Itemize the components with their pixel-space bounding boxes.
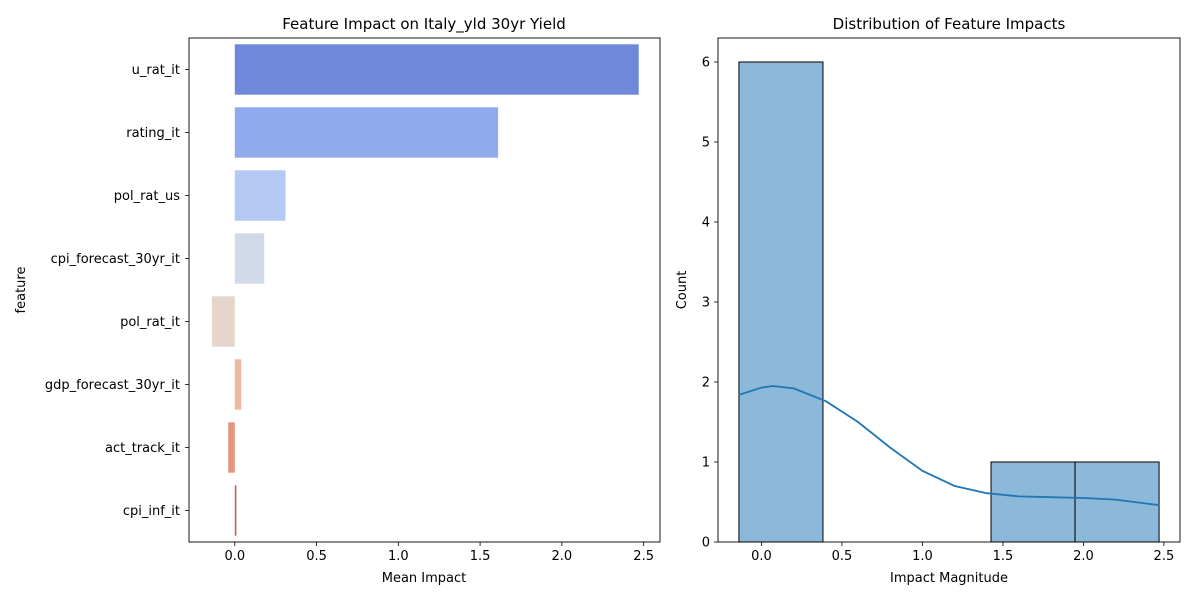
bar-pol-rat-us (234, 170, 286, 221)
right-y-ticks: 0 1 2 3 4 5 6 (702, 56, 718, 551)
x-tick-label: 0.5 (306, 549, 327, 564)
right-y-axis-label: Count (675, 271, 690, 310)
y-tick-label: 0 (702, 536, 710, 551)
bar-act-track-it (228, 422, 235, 473)
y-tick-label: 2 (702, 376, 710, 391)
left-chart: Feature Impact on Italy_yld 30yr Yield u… (14, 15, 661, 586)
left-x-axis-label: Mean Impact (382, 571, 467, 586)
left-plot-frame (188, 37, 661, 543)
x-tick-label: 1.5 (470, 549, 491, 564)
left-bars (211, 44, 639, 536)
histogram-bar (990, 461, 1076, 543)
x-tick-label: 2.5 (1154, 549, 1175, 564)
x-tick-label: 1.5 (993, 549, 1014, 564)
left-y-ticks: u_rat_it rating_it pol_rat_us cpi_forecast_… (45, 63, 189, 519)
x-tick-label: 1.0 (388, 549, 409, 564)
y-tick-label: act_track_it (105, 441, 180, 456)
x-tick-label: 2.0 (552, 549, 573, 564)
right-plot-frame (717, 37, 1181, 543)
x-tick-label: 1.0 (912, 549, 933, 564)
y-tick-label: 5 (702, 136, 710, 151)
x-tick-label: 2.5 (633, 549, 654, 564)
bar-rating-it (234, 107, 499, 158)
y-tick-label: cpi_inf_it (123, 504, 180, 519)
y-tick-label: u_rat_it (132, 63, 180, 78)
y-tick-label: pol_rat_it (120, 315, 180, 330)
left-y-axis-label: feature (14, 267, 29, 314)
y-tick-label: cpi_forecast_30yr_it (51, 252, 180, 267)
histogram-bar (1074, 461, 1160, 543)
y-tick-label: rating_it (126, 126, 180, 141)
bar-u-rat-it (234, 44, 639, 95)
y-tick-label: pol_rat_us (114, 189, 180, 204)
histogram-bars (738, 61, 1160, 543)
y-tick-label: gdp_forecast_30yr_it (45, 378, 180, 393)
y-tick-label: 1 (702, 456, 710, 471)
bar-gdp-forecast-30yr-it (234, 359, 242, 410)
right-x-ticks: 0.0 0.5 1.0 1.5 2.0 2.5 (751, 542, 1174, 564)
y-tick-label: 4 (702, 216, 710, 231)
y-tick-label: 6 (702, 56, 710, 71)
x-tick-label: 2.0 (1073, 549, 1094, 564)
left-x-ticks: 0.0 0.5 1.0 1.5 2.0 2.5 (224, 542, 654, 564)
x-tick-label: 0.5 (832, 549, 853, 564)
x-tick-label: 0.0 (751, 549, 772, 564)
bar-cpi-forecast-30yr-it (234, 233, 265, 284)
right-x-axis-label: Impact Magnitude (890, 571, 1008, 586)
histogram-bar (738, 61, 824, 543)
bar-pol-rat-it (211, 296, 235, 347)
right-chart-title: Distribution of Feature Impacts (833, 15, 1066, 33)
left-chart-title: Feature Impact on Italy_yld 30yr Yield (282, 15, 566, 34)
x-tick-label: 0.0 (224, 549, 245, 564)
kde-curve (738, 385, 1160, 507)
y-tick-label: 3 (702, 296, 710, 311)
right-chart: Distribution of Feature Impacts 0123456 … (675, 15, 1181, 586)
bar-cpi-inf-it (234, 485, 237, 536)
